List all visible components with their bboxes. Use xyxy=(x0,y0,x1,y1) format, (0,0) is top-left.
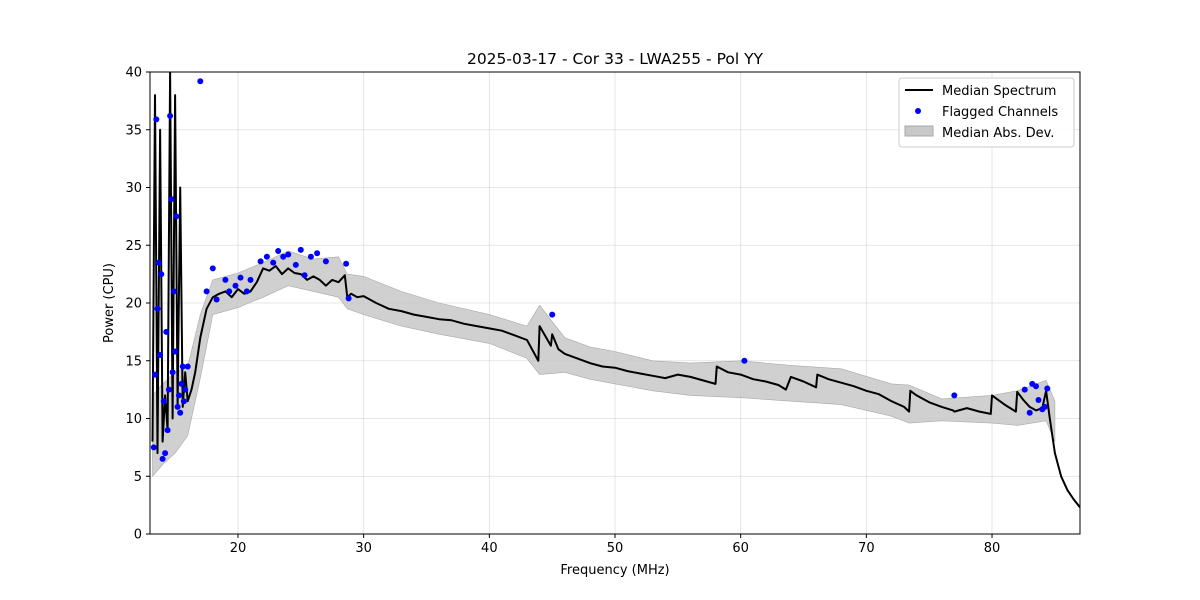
x-tick-label: 60 xyxy=(732,541,749,556)
x-tick-label: 80 xyxy=(984,541,1001,556)
flagged-channel-point xyxy=(165,386,172,393)
flagged-channel-point xyxy=(153,116,160,123)
flagged-channel-point xyxy=(237,274,244,281)
flagged-channel-point xyxy=(1021,386,1028,393)
flagged-channel-point xyxy=(163,328,170,335)
flagged-channel-point xyxy=(158,271,165,278)
flagged-channel-point xyxy=(1044,385,1051,392)
flagged-channel-point xyxy=(209,265,216,272)
flagged-channel-point xyxy=(270,259,277,266)
legend-flagged-channels: Flagged Channels xyxy=(942,105,1058,120)
y-tick-label: 30 xyxy=(125,181,142,196)
legend-median-abs-dev: Median Abs. Dev. xyxy=(942,126,1054,141)
legend: Median Spectrum Flagged Channels Median … xyxy=(898,77,1075,148)
flagged-channel-point xyxy=(173,213,180,220)
flagged-channel-point xyxy=(157,352,164,358)
flagged-channel-point xyxy=(174,403,181,410)
flagged-channel-point xyxy=(150,444,157,451)
flagged-channel-point xyxy=(182,386,189,393)
y-tick-label: 20 xyxy=(125,297,142,312)
flagged-channel-point xyxy=(203,288,210,295)
legend-median-spectrum: Median Spectrum xyxy=(942,84,1056,99)
x-axis: 20 30 40 50 60 70 80 xyxy=(230,534,1001,556)
flagged-channel-point xyxy=(1033,383,1039,390)
flagged-channel-point xyxy=(213,296,220,303)
flagged-channel-point xyxy=(257,258,264,265)
flagged-channel-point xyxy=(177,409,184,416)
median-spectrum-line xyxy=(151,72,1080,509)
flagged-channel-point xyxy=(232,282,239,289)
flagged-channel-point xyxy=(152,371,158,378)
flagged-channel-point xyxy=(175,392,182,399)
y-tick-label: 25 xyxy=(125,239,142,254)
flagged-channel-point xyxy=(951,392,958,399)
flagged-channel-point xyxy=(314,250,321,257)
y-axis-label: Power (CPU) xyxy=(102,263,117,343)
flagged-channel-point xyxy=(169,369,176,376)
flagged-channel-point xyxy=(285,251,292,258)
x-axis-label: Frequency (MHz) xyxy=(560,563,669,578)
y-tick-label: 40 xyxy=(125,66,142,81)
flagged-channel-point xyxy=(178,380,185,387)
x-tick-label: 70 xyxy=(858,541,875,556)
plot-area xyxy=(150,72,1080,509)
y-tick-label: 35 xyxy=(125,123,142,138)
flagged-channel-point xyxy=(1035,397,1042,403)
flagged-channel-point xyxy=(307,253,314,260)
flagged-channel-point xyxy=(222,276,229,283)
y-tick-label: 15 xyxy=(125,354,142,369)
flagged-channel-point xyxy=(1026,409,1033,416)
x-tick-label: 50 xyxy=(607,541,624,556)
x-tick-label: 30 xyxy=(355,541,372,556)
legend-mad-swatch xyxy=(904,125,934,137)
flagged-channel-point xyxy=(164,427,171,434)
flagged-channel-point xyxy=(280,253,287,260)
x-tick-label: 40 xyxy=(481,541,498,556)
flagged-channel-point xyxy=(247,276,254,283)
flagged-channel-point xyxy=(297,246,304,253)
y-axis: 0 5 10 15 20 25 30 35 40 xyxy=(125,66,150,543)
flagged-channel-point xyxy=(263,253,270,260)
flagged-channel-point xyxy=(243,288,250,295)
flagged-channel-point xyxy=(197,78,204,85)
flagged-channel-point xyxy=(170,288,177,295)
legend-box xyxy=(898,77,1075,148)
y-tick-label: 5 xyxy=(134,470,142,485)
flagged-channel-point xyxy=(345,295,352,302)
flagged-channel-point xyxy=(301,272,308,279)
flagged-channel-point xyxy=(167,112,174,119)
flagged-channel-point xyxy=(160,398,167,405)
flagged-channel-point xyxy=(226,288,233,295)
flagged-channel-point xyxy=(180,398,187,405)
flagged-channel-point xyxy=(343,260,350,267)
flagged-channel-point xyxy=(292,261,299,268)
x-tick-label: 20 xyxy=(230,541,247,556)
y-tick-label: 10 xyxy=(125,412,142,427)
flagged-channel-point xyxy=(154,305,161,312)
median-abs-dev-band xyxy=(152,250,1056,478)
flagged-channel-point xyxy=(172,348,179,355)
chart-title: 2025-03-17 - Cor 33 - LWA255 - Pol YY xyxy=(467,50,764,68)
flagged-channel-point xyxy=(162,450,169,457)
y-tick-label: 0 xyxy=(134,528,142,543)
flagged-channel-point xyxy=(168,196,175,203)
flagged-channel-point xyxy=(155,259,162,266)
flagged-channel-point xyxy=(549,311,556,318)
flagged-channel-point xyxy=(741,357,748,364)
flagged-channel-point xyxy=(1041,403,1048,410)
flagged-channel-point xyxy=(159,455,166,462)
flagged-channel-point xyxy=(275,248,282,254)
legend-flagged-dot-swatch xyxy=(915,108,921,114)
flagged-channel-point xyxy=(322,258,329,265)
flagged-channel-point xyxy=(179,363,186,370)
flagged-channel-point xyxy=(184,363,191,370)
